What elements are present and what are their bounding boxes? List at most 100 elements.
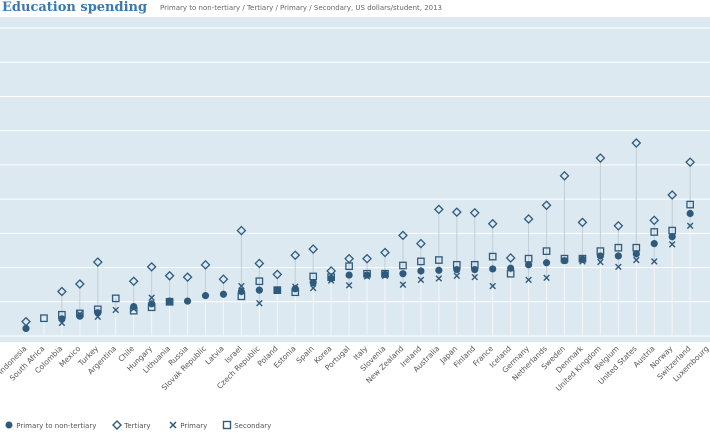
data-point-tertiary bbox=[523, 214, 534, 224]
data-point-primary-to-non-tertiary bbox=[417, 267, 425, 275]
data-point-secondary bbox=[381, 269, 389, 278]
data-point-secondary bbox=[560, 254, 569, 263]
data-point-primary-to-non-tertiary bbox=[632, 250, 640, 258]
data-point-primary-to-non-tertiary bbox=[399, 270, 407, 278]
data-point-primary-to-non-tertiary bbox=[381, 270, 389, 278]
data-point-tertiary bbox=[398, 230, 408, 241]
data-point-tertiary bbox=[362, 253, 372, 264]
data-point-secondary bbox=[596, 247, 605, 255]
legend-item-secondary[interactable]: Secondary bbox=[222, 420, 271, 430]
data-point-primary-to-non-tertiary bbox=[130, 302, 138, 311]
data-point-primary-to-non-tertiary bbox=[183, 297, 192, 305]
legend-label: Secondary bbox=[234, 422, 272, 430]
data-point-secondary bbox=[273, 286, 282, 294]
data-point-primary bbox=[58, 319, 66, 327]
data-point-primary bbox=[94, 313, 102, 321]
data-point-secondary bbox=[129, 306, 138, 315]
data-point-primary-to-non-tertiary bbox=[255, 286, 263, 294]
data-point-tertiary bbox=[218, 274, 229, 285]
plot-background bbox=[0, 17, 710, 342]
data-point-primary bbox=[561, 257, 568, 265]
data-point-secondary bbox=[345, 262, 353, 271]
x-tick-label: Spain bbox=[294, 344, 315, 365]
legend-label: Primary bbox=[180, 422, 208, 430]
data-point-secondary bbox=[399, 261, 407, 270]
data-point-primary bbox=[345, 282, 353, 289]
data-point-secondary bbox=[452, 260, 461, 269]
data-point-primary bbox=[166, 298, 173, 306]
data-point-tertiary bbox=[74, 279, 85, 289]
data-point-secondary bbox=[291, 288, 300, 297]
chart-title: Education spending bbox=[2, 0, 148, 15]
data-point-tertiary bbox=[595, 153, 606, 163]
data-point-primary-to-non-tertiary bbox=[345, 271, 353, 279]
data-point-primary bbox=[633, 256, 640, 264]
data-point-tertiary bbox=[380, 247, 390, 258]
data-point-tertiary bbox=[649, 215, 660, 226]
legend-label: Tertiary bbox=[124, 422, 151, 430]
data-point-primary bbox=[686, 222, 694, 230]
data-point-primary-to-non-tertiary bbox=[219, 290, 228, 298]
data-point-secondary bbox=[650, 228, 659, 236]
diamond-icon bbox=[112, 420, 122, 430]
data-point-primary-to-non-tertiary bbox=[201, 292, 210, 300]
data-point-tertiary bbox=[613, 220, 624, 231]
data-point-primary bbox=[489, 282, 496, 290]
data-point-primary bbox=[381, 272, 389, 280]
data-point-primary bbox=[543, 274, 550, 282]
data-point-tertiary bbox=[92, 257, 103, 267]
data-point-primary-to-non-tertiary bbox=[525, 261, 533, 269]
data-point-secondary bbox=[417, 257, 425, 266]
chart-subtitle: Primary to non-tertiary / Tertiary / Pri… bbox=[160, 4, 443, 12]
legend-item-primary[interactable]: Primary bbox=[168, 420, 207, 430]
data-point-secondary bbox=[434, 256, 443, 264]
data-point-primary bbox=[597, 258, 604, 266]
data-point-primary bbox=[309, 284, 317, 292]
x-tick-label: Latvia bbox=[203, 344, 226, 367]
data-point-tertiary bbox=[469, 207, 480, 218]
data-point-secondary bbox=[363, 269, 371, 278]
data-point-secondary bbox=[632, 243, 641, 252]
data-point-tertiary bbox=[128, 276, 139, 287]
data-point-primary bbox=[650, 258, 658, 265]
data-point-primary bbox=[238, 282, 245, 290]
data-point-secondary bbox=[327, 273, 336, 281]
data-point-primary bbox=[668, 240, 676, 248]
data-point-primary bbox=[274, 286, 281, 294]
square-icon bbox=[222, 420, 232, 430]
data-point-primary-to-non-tertiary bbox=[578, 255, 587, 263]
data-point-tertiary bbox=[56, 286, 67, 297]
data-point-secondary bbox=[93, 305, 102, 314]
data-point-secondary bbox=[237, 292, 246, 301]
data-point-secondary bbox=[165, 297, 174, 306]
data-point-primary-to-non-tertiary bbox=[614, 252, 622, 260]
data-point-secondary bbox=[488, 252, 497, 261]
data-point-primary-to-non-tertiary bbox=[686, 209, 694, 218]
data-point-tertiary bbox=[415, 238, 426, 249]
data-point-primary bbox=[112, 306, 120, 314]
data-point-primary bbox=[471, 273, 479, 281]
data-point-primary-to-non-tertiary bbox=[363, 271, 371, 279]
legend-label: Primary to non-tertiary bbox=[16, 422, 97, 430]
data-point-secondary bbox=[542, 247, 551, 255]
data-point-tertiary bbox=[505, 253, 516, 263]
legend-item-tertiary[interactable]: Tertiary bbox=[112, 420, 151, 430]
data-point-primary bbox=[399, 281, 407, 288]
data-point-primary-to-non-tertiary bbox=[668, 233, 676, 241]
data-point-tertiary bbox=[308, 244, 319, 254]
data-point-tertiary bbox=[631, 138, 642, 148]
data-point-secondary bbox=[686, 200, 695, 209]
data-point-secondary bbox=[40, 314, 48, 323]
data-point-tertiary bbox=[290, 250, 301, 261]
data-point-primary-to-non-tertiary bbox=[542, 259, 551, 267]
legend-item-primary-to-non-tertiary[interactable]: Primary to non-tertiary bbox=[4, 420, 96, 430]
data-point-tertiary bbox=[254, 258, 265, 269]
data-point-primary-to-non-tertiary bbox=[453, 266, 461, 274]
data-point-tertiary bbox=[326, 266, 337, 276]
data-point-secondary bbox=[309, 272, 318, 281]
data-point-secondary bbox=[614, 243, 623, 252]
data-point-tertiary bbox=[272, 269, 283, 280]
data-point-primary bbox=[130, 305, 137, 312]
data-point-secondary bbox=[111, 294, 120, 303]
